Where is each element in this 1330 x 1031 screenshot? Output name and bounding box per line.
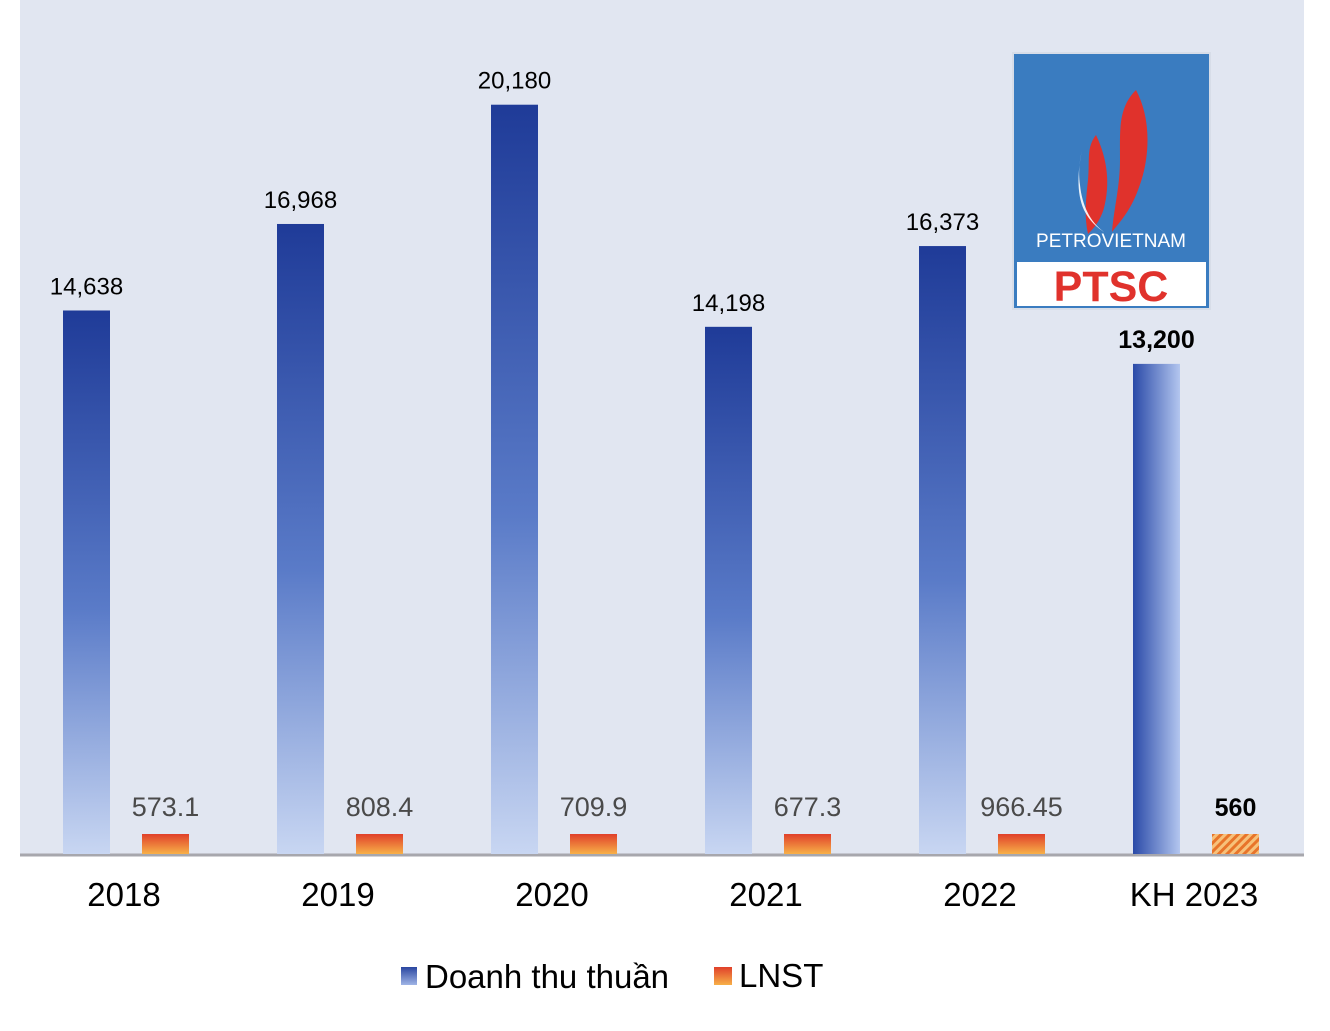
logo-company-panel: [1017, 262, 1206, 306]
data-label-lnst-1: 808.4: [346, 792, 414, 822]
legend-swatch-revenue: [401, 967, 417, 985]
bar-lnst-0: [142, 834, 189, 854]
data-label-revenue-3: 14,198: [692, 290, 765, 317]
bar-revenue-0: [63, 310, 110, 854]
logo-company-name: PTSC: [1054, 263, 1169, 311]
ptsc-logo: PETROVIETNAM PTSC: [1012, 52, 1211, 311]
data-label-revenue-4: 16,373: [906, 209, 979, 236]
bar-lnst-2: [570, 834, 617, 854]
x-tick-label-4: 2022: [943, 876, 1016, 913]
data-label-revenue-0: 14,638: [50, 273, 123, 300]
data-label-lnst-3: 677.3: [774, 792, 842, 822]
legend: Doanh thu thuần LNST: [401, 957, 823, 995]
data-label-lnst-2: 709.9: [560, 792, 628, 822]
x-tick-label-0: 2018: [87, 876, 160, 913]
logo-brand-line: PETROVIETNAM: [1036, 231, 1186, 252]
data-label-lnst-5: 560: [1215, 794, 1257, 822]
x-tick-label-1: 2019: [301, 876, 374, 913]
bar-revenue-5: [1133, 363, 1180, 854]
bar-revenue-3: [705, 326, 752, 854]
data-label-revenue-5: 13,200: [1118, 326, 1194, 354]
bar-lnst-5: [1212, 834, 1259, 854]
x-tick-label-3: 2021: [729, 876, 802, 913]
legend-swatch-lnst: [714, 967, 732, 985]
legend-label-lnst: LNST: [739, 957, 823, 994]
bar-lnst-1: [356, 834, 403, 854]
x-tick-label-2: 2020: [515, 876, 588, 913]
x-tick-label-5: KH 2023: [1130, 876, 1258, 913]
data-label-lnst-4: 966.45: [980, 792, 1063, 822]
bar-lnst-3: [784, 834, 831, 854]
bar-lnst-4: [998, 834, 1045, 854]
flame-icon: [1078, 90, 1148, 234]
bar-revenue-2: [491, 104, 538, 854]
bar-revenue-1: [277, 223, 324, 855]
data-label-revenue-1: 16,968: [264, 187, 337, 214]
bar-revenue-4: [919, 246, 966, 855]
legend-label-revenue: Doanh thu thuần: [425, 958, 669, 995]
data-label-lnst-0: 573.1: [132, 792, 200, 822]
data-label-revenue-2: 20,180: [478, 68, 551, 95]
